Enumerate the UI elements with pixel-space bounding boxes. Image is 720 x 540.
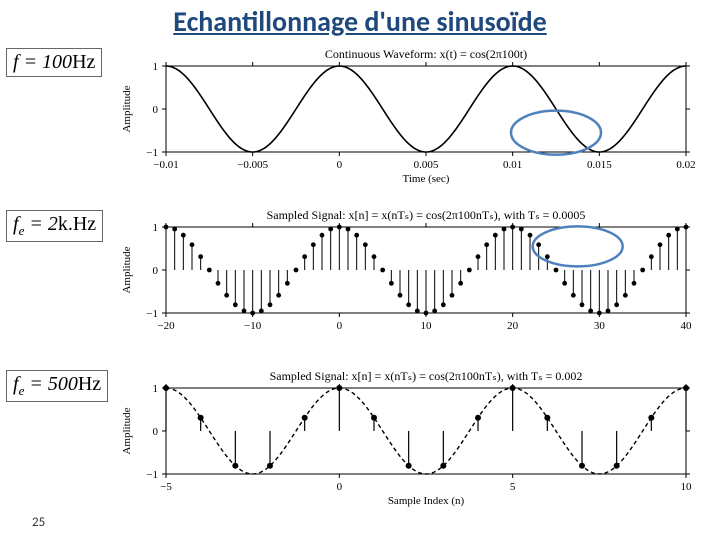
svg-text:Sample Index (n): Sample Index (n): [388, 495, 465, 507]
svg-text:−1: −1: [146, 147, 158, 159]
svg-text:0: 0: [153, 104, 159, 116]
continuous-waveform-plot: Continuous Waveform: x(t) = cos(2π100t) A…: [118, 46, 698, 186]
svg-text:10: 10: [681, 481, 693, 493]
svg-text:0: 0: [337, 320, 343, 332]
svg-text:−10: −10: [244, 320, 262, 332]
svg-text:40: 40: [681, 320, 693, 332]
svg-text:−1: −1: [146, 308, 158, 320]
equation-sample-freq-low: fe = 500Hz: [6, 370, 108, 402]
svg-text:Amplitude: Amplitude: [121, 85, 133, 132]
sampled-high-rate-plot: Sampled Signal: x[n] = x(nTₛ) = cos(2π10…: [118, 207, 698, 347]
sampled-low-rate-plot: Sampled Signal: x[n] = x(nTₛ) = cos(2π10…: [118, 368, 698, 508]
svg-text:0: 0: [337, 481, 343, 493]
svg-text:Time (sec): Time (sec): [403, 173, 450, 185]
svg-text:1: 1: [153, 383, 159, 395]
svg-text:30: 30: [594, 320, 606, 332]
svg-text:−0.005: −0.005: [237, 159, 268, 171]
svg-text:Sampled Signal: x[n] = x(nTₛ): Sampled Signal: x[n] = x(nTₛ) = cos(2π10…: [270, 369, 583, 383]
equation-sample-freq-high: fe = 2k.Hz: [6, 210, 103, 242]
equation-signal-freq: f = 100Hz: [6, 48, 102, 77]
svg-text:10: 10: [421, 320, 433, 332]
svg-text:1: 1: [153, 222, 159, 234]
svg-text:Amplitude: Amplitude: [121, 246, 133, 293]
svg-text:0.015: 0.015: [587, 159, 612, 171]
svg-text:0: 0: [153, 426, 159, 438]
svg-text:20: 20: [507, 320, 518, 332]
svg-text:Amplitude: Amplitude: [121, 407, 133, 454]
svg-text:0.005: 0.005: [414, 159, 439, 171]
svg-text:0.01: 0.01: [503, 159, 522, 171]
svg-text:0: 0: [337, 159, 343, 171]
svg-text:Continuous Waveform: x(t) = co: Continuous Waveform: x(t) = cos(2π100t): [325, 47, 527, 61]
page-title: Echantillonnage d'une sinusoïde: [0, 4, 720, 39]
svg-text:−20: −20: [157, 320, 175, 332]
page-number: 25: [32, 515, 45, 530]
svg-text:1: 1: [153, 61, 159, 73]
svg-text:−1: −1: [146, 469, 158, 481]
svg-text:−5: −5: [160, 481, 172, 493]
svg-text:0: 0: [153, 265, 159, 277]
svg-text:5: 5: [510, 481, 516, 493]
svg-text:Sampled Signal: x[n] = x(nTₛ): Sampled Signal: x[n] = x(nTₛ) = cos(2π10…: [267, 208, 586, 222]
svg-text:0.02: 0.02: [676, 159, 695, 171]
svg-text:−0.01: −0.01: [153, 159, 178, 171]
